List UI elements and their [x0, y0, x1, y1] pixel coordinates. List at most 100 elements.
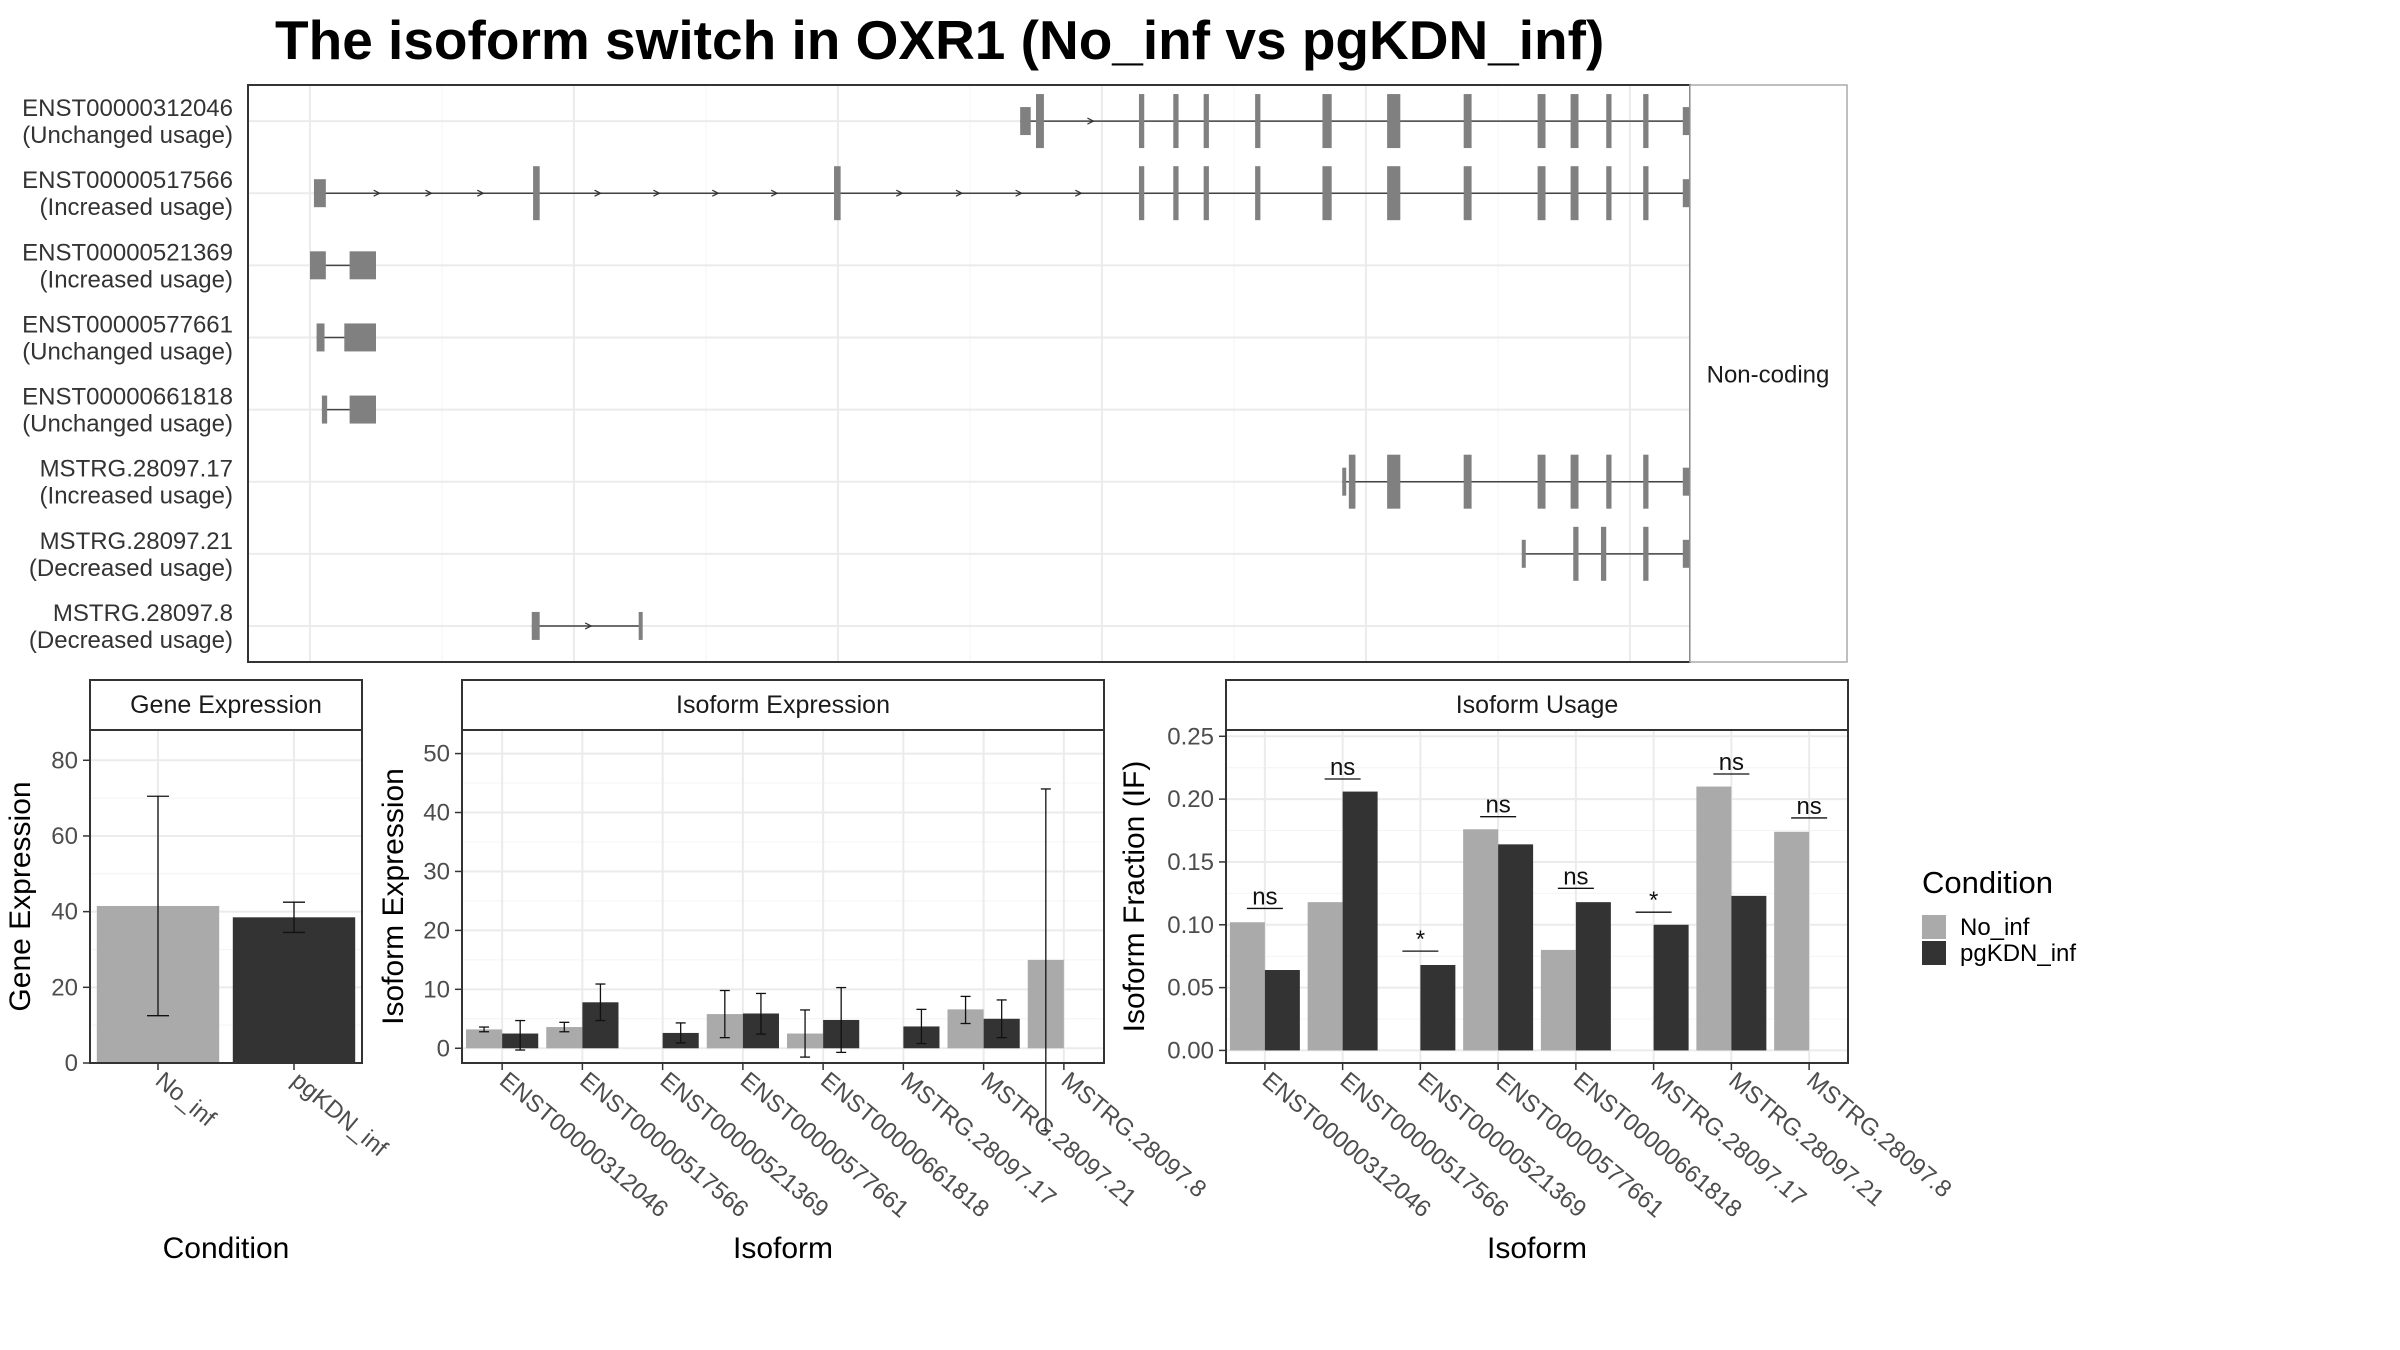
exon: [344, 323, 376, 352]
transcript-track: [321, 395, 376, 424]
strand-arrow: [584, 622, 593, 630]
significance-label: ns: [1485, 792, 1510, 819]
y-tick-label: 0.10: [1167, 912, 1214, 939]
exon: [1322, 94, 1332, 149]
strand-arrow: [1015, 189, 1023, 197]
bar-no_inf: [1774, 831, 1810, 1051]
x-axis-title: Condition: [163, 1232, 290, 1265]
exon: [1173, 94, 1179, 149]
transcript-usage-label: (Increased usage): [40, 483, 233, 510]
transcript-label: MSTRG.28097.17: [40, 456, 233, 483]
transcript-usage-label: (Unchanged usage): [22, 411, 233, 438]
exon: [316, 323, 325, 352]
exon: [1606, 166, 1612, 221]
transcript-usage-label: (Increased usage): [40, 194, 233, 221]
transcript-usage-label: (Unchanged usage): [22, 122, 233, 149]
panel-background: [462, 730, 1104, 1063]
y-tick-label: 0: [437, 1035, 450, 1062]
strand-arrow: [653, 189, 661, 197]
facet-strip: [1689, 84, 1848, 663]
strand-arrow: [712, 189, 720, 197]
bar-pgkdn_inf: [1498, 844, 1534, 1051]
transcript-label: MSTRG.28097.21: [40, 528, 233, 555]
bar-no_inf: [466, 1029, 503, 1049]
bar-no_inf: [1229, 922, 1265, 1051]
legend-label: pgKDN_inf: [1960, 940, 2076, 967]
exon: [1643, 94, 1649, 149]
bar-pgkdn_inf: [1731, 895, 1767, 1051]
exon: [1255, 94, 1261, 149]
gene-structure-panel: Non-coding: [247, 84, 1848, 663]
y-tick-label: 0.00: [1167, 1037, 1214, 1064]
exon: [349, 251, 376, 280]
y-tick-label: 10: [423, 976, 450, 1003]
significance-label: ns: [1796, 793, 1821, 820]
exon: [1387, 94, 1401, 149]
figure-title: The isoform switch in OXR1 (No_inf vs pg…: [275, 9, 1605, 71]
y-tick-label: 50: [423, 741, 450, 768]
exon: [1255, 166, 1261, 221]
bar-no_inf: [1307, 902, 1343, 1051]
bar-pgkdn_inf: [1575, 902, 1611, 1051]
exon: [1322, 166, 1332, 221]
exon: [1020, 107, 1031, 136]
strand-arrow: [1087, 117, 1095, 125]
strand-arrow: [477, 189, 485, 197]
exon: [1203, 166, 1209, 221]
transcript-label: ENST00000521369: [22, 239, 233, 266]
bar-no_inf: [1540, 949, 1576, 1051]
transcript-usage-label: (Unchanged usage): [22, 338, 233, 365]
strand-arrow: [594, 189, 602, 197]
exon: [1348, 454, 1356, 509]
exon: [1643, 454, 1649, 509]
facet-strip-label: Non-coding: [1707, 362, 1830, 389]
transcript-usage-label: (Decreased usage): [29, 627, 233, 654]
legend-label: No_inf: [1960, 914, 2030, 941]
transcript-label: MSTRG.28097.8: [53, 600, 233, 627]
y-tick-label: 0.15: [1167, 849, 1214, 876]
y-axis-title: Isoform Expression: [377, 768, 410, 1025]
transcript-label: ENST00000517566: [22, 167, 233, 194]
exon: [533, 166, 540, 221]
transcript-label: ENST00000312046: [22, 95, 233, 122]
transcript-label: ENST00000661818: [22, 384, 233, 411]
exon: [313, 179, 326, 208]
y-tick-label: 20: [51, 974, 78, 1001]
bar-panel: Gene Expression 0 20 40 60 80 No_inf pgKDN_inf C…: [4, 679, 393, 1265]
legend-title: Condition: [1922, 865, 2053, 900]
x-tick-label: MSTRG.28097.8: [1056, 1067, 1211, 1203]
panel-border: [461, 729, 1105, 1064]
bar-pgkdn_inf: [1342, 791, 1378, 1051]
transcript-track: [531, 611, 643, 640]
strand-arrow: [425, 189, 433, 197]
bar-pgkdn_inf: [1420, 964, 1456, 1051]
exon: [1643, 526, 1649, 581]
panel-strip: [89, 679, 363, 731]
y-tick-label: 0.05: [1167, 975, 1214, 1002]
transcript-track: [316, 323, 376, 352]
strand-arrow: [770, 189, 779, 197]
bar-pgkdn_inf: [1264, 970, 1300, 1051]
strand-arrow: [896, 189, 904, 197]
panel-border: [1225, 729, 1849, 1064]
strand-arrow: [1075, 189, 1083, 197]
y-tick-label: 40: [423, 800, 450, 827]
exon: [310, 251, 326, 280]
exon: [1600, 526, 1607, 581]
exon: [1537, 94, 1546, 149]
strand-arrow: [955, 189, 964, 197]
exon: [1463, 94, 1472, 149]
exon: [349, 395, 376, 424]
exon: [1606, 454, 1612, 509]
exon: [1573, 526, 1579, 581]
panel-strip-label: Isoform Expression: [676, 691, 890, 719]
significance-label: ns: [1252, 883, 1277, 910]
bar-pgkdn_inf: [232, 917, 356, 1063]
y-tick-label: 30: [423, 858, 450, 885]
exon: [834, 166, 841, 221]
y-axis-title: Gene Expression: [4, 781, 37, 1011]
panel-strip-label: Isoform Usage: [1456, 691, 1619, 719]
exon: [1537, 454, 1546, 509]
exon: [1521, 539, 1526, 568]
y-tick-label: 0.20: [1167, 786, 1214, 813]
